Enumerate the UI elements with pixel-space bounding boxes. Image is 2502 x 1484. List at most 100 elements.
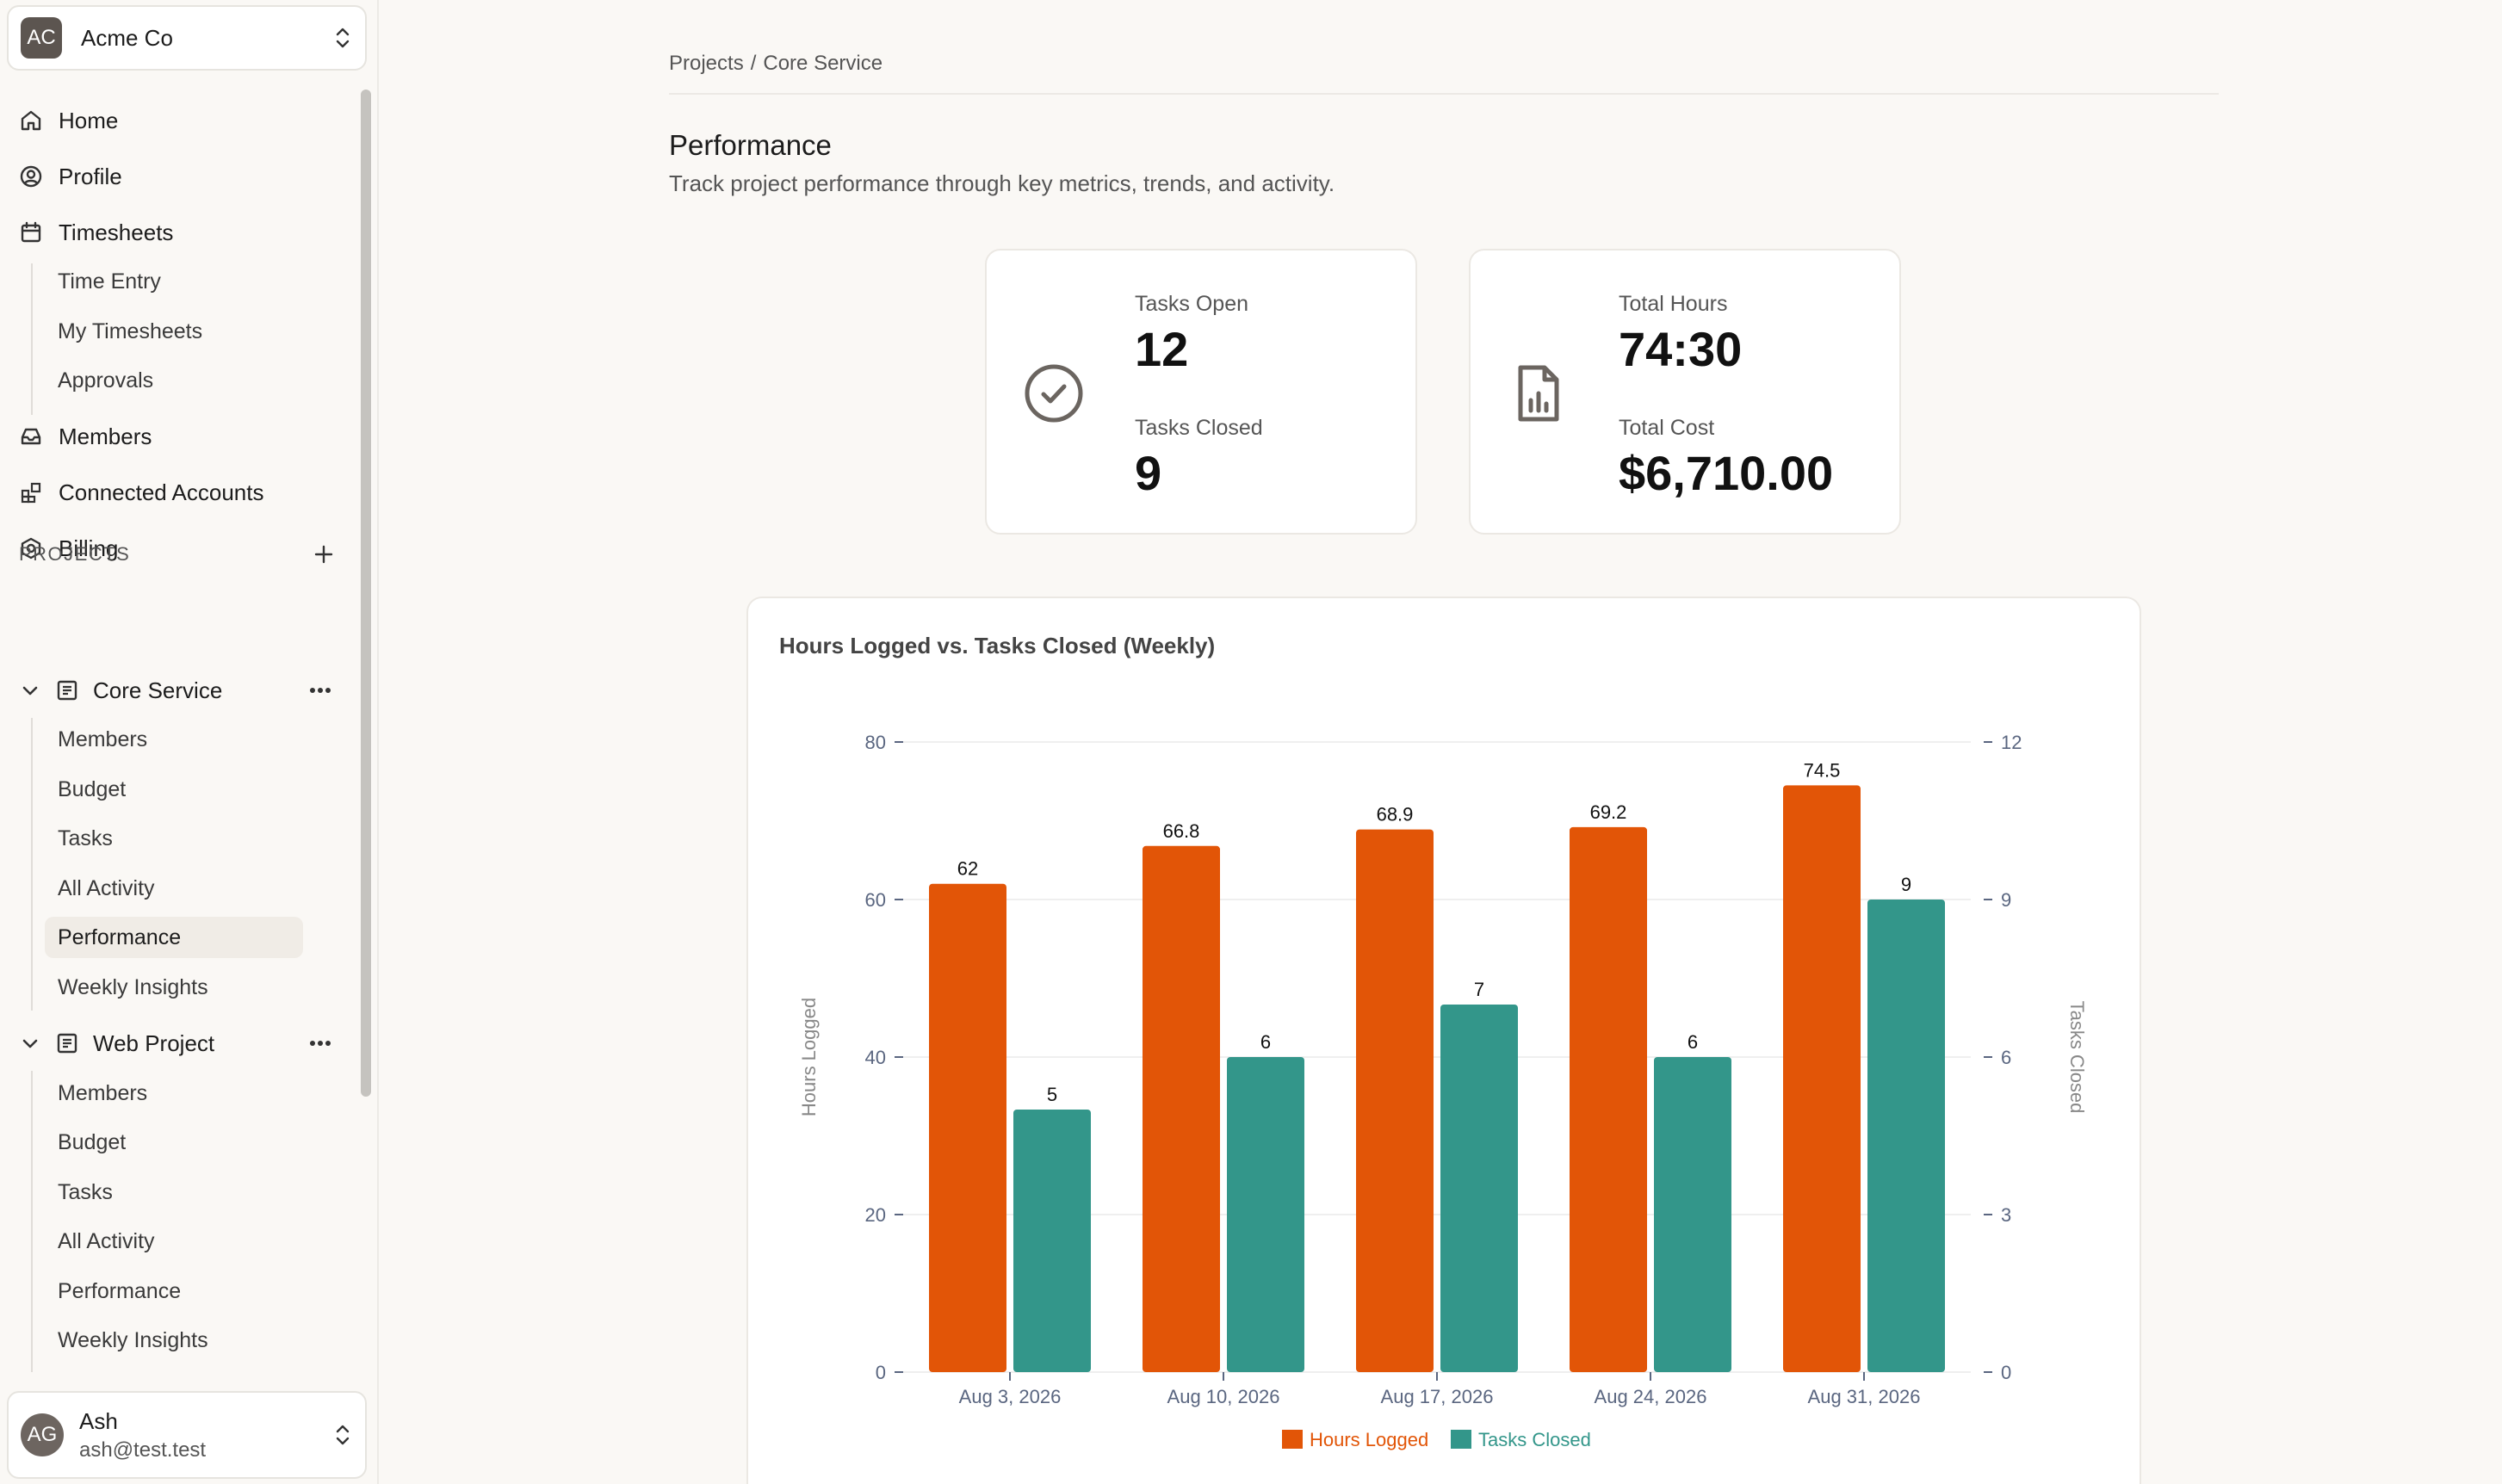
x-tick-label: Aug 24, 2026	[1595, 1386, 1707, 1407]
x-tick-label: Aug 31, 2026	[1808, 1386, 1921, 1407]
sidebar-item-label: Billing	[59, 535, 119, 561]
breadcrumb: Projects / Core Service	[669, 52, 883, 76]
total-hours-value: 74:30	[1619, 322, 1743, 376]
calendar-icon	[17, 219, 45, 246]
x-tick-label: Aug 3, 2026	[959, 1386, 1062, 1407]
sidebar-item-my-timesheets[interactable]: My Timesheets	[58, 318, 203, 343]
tree-guide-line	[31, 718, 33, 1011]
data-label-tasks: 5	[1047, 1084, 1057, 1105]
plus-icon	[314, 545, 333, 564]
bar-tasks-closed	[1867, 900, 1945, 1372]
legend-swatch-hours	[1282, 1430, 1303, 1449]
data-label-hours: 68.9	[1377, 804, 1414, 825]
sidebar-item-members[interactable]: Members	[58, 727, 148, 751]
y2-tick-label: 0	[2001, 1362, 2011, 1383]
y2-tick-label: 9	[2001, 889, 2011, 911]
sidebar-item-all-activity[interactable]: All Activity	[58, 875, 155, 900]
data-label-hours: 74.5	[1804, 759, 1841, 781]
sidebar-item-timesheets[interactable]: Timesheets	[17, 212, 173, 253]
divider	[669, 93, 2219, 95]
sidebar-item-weekly-insights[interactable]: Weekly Insights	[58, 974, 208, 999]
chart-title: Hours Logged vs. Tasks Closed (Weekly)	[779, 633, 1216, 659]
home-icon	[17, 107, 45, 134]
sidebar-scrollbar[interactable]	[358, 83, 372, 1374]
sidebar-item-members[interactable]: Members	[58, 1080, 148, 1105]
bar-tasks-closed	[1440, 1005, 1518, 1372]
breadcrumb-current: Core Service	[763, 52, 883, 75]
bar-hours-logged	[1783, 785, 1861, 1372]
sidebar-item-budget[interactable]: Budget	[58, 1129, 127, 1154]
legend-swatch-tasks	[1451, 1430, 1471, 1449]
org-switcher[interactable]: AC Acme Co	[7, 5, 367, 71]
y-tick-label: 0	[876, 1362, 886, 1383]
chevron-down-icon[interactable]	[17, 677, 43, 703]
sidebar-item-profile[interactable]: Profile	[17, 156, 122, 197]
sidebar-item-all-activity[interactable]: All Activity	[58, 1228, 155, 1253]
sidebar-item-billing[interactable]: Billing	[17, 528, 118, 569]
sidebar: AC Acme Co Home Profile Timesheets Time …	[0, 0, 379, 1484]
hours-tasks-chart: 0 20 40 60 80 0 3 6 9 12 Hours Logged Tasks Closed 6…	[798, 732, 2088, 1450]
hexagon-gear-icon	[17, 535, 45, 562]
user-info: Ash ash@test.test	[79, 1408, 332, 1462]
user-circle-icon	[17, 163, 45, 190]
chevron-up-down-icon	[332, 1422, 353, 1448]
apps-icon	[17, 479, 45, 506]
scrollbar-thumb[interactable]	[361, 90, 371, 1097]
chevron-down-icon[interactable]	[17, 1030, 43, 1056]
y-tick-label: 60	[865, 889, 886, 911]
inbox-icon	[17, 423, 45, 450]
y2-tick-label: 6	[2001, 1047, 2011, 1068]
report-chart-icon	[1507, 362, 1569, 424]
document-icon	[53, 677, 81, 704]
y-axis-label: Hours Logged	[798, 998, 820, 1116]
data-label-hours: 69.2	[1590, 801, 1627, 823]
sidebar-item-tasks[interactable]: Tasks	[58, 1179, 113, 1204]
data-label-hours: 62	[957, 858, 978, 880]
sidebar-item-label: Profile	[59, 163, 122, 189]
sidebar-item-tasks[interactable]: Tasks	[58, 825, 113, 850]
breadcrumb-separator: /	[750, 52, 757, 75]
projects-header: PROJECTS	[19, 537, 338, 572]
tree-guide-line	[31, 263, 33, 415]
legend-label-tasks: Tasks Closed	[1478, 1429, 1591, 1450]
sidebar-nav: Home Profile Timesheets Time Entry My Ti…	[0, 83, 353, 1374]
sidebar-item-time-entry[interactable]: Time Entry	[58, 269, 161, 294]
data-label-tasks: 6	[1260, 1031, 1271, 1053]
sidebar-item-approvals[interactable]: Approvals	[58, 368, 154, 393]
more-options-icon[interactable]	[305, 1030, 336, 1056]
sidebar-item-home[interactable]: Home	[17, 100, 118, 141]
data-label-hours: 66.8	[1163, 820, 1200, 842]
user-email: ash@test.test	[79, 1438, 207, 1462]
sidebar-item-performance[interactable]: Performance	[45, 917, 303, 958]
x-tick-label: Aug 10, 2026	[1167, 1386, 1280, 1407]
bar-hours-logged	[1570, 826, 1647, 1372]
project-name: Core Service	[93, 677, 223, 703]
tasks-stat-card: Tasks Open 12 Tasks Closed 9	[985, 249, 1417, 535]
y-tick-label: 20	[865, 1204, 886, 1226]
bar-hours-logged	[1356, 829, 1434, 1372]
projects-label: PROJECTS	[19, 543, 131, 565]
page-title: Performance	[669, 129, 832, 161]
user-menu[interactable]: AG Ash ash@test.test	[7, 1391, 367, 1479]
y-tick-label: 40	[865, 1047, 886, 1068]
project-name: Web Project	[93, 1030, 215, 1056]
sidebar-item-label: Timesheets	[59, 219, 174, 245]
more-options-icon[interactable]	[305, 677, 336, 703]
sidebar-item-performance[interactable]: Performance	[58, 1278, 182, 1303]
project-core-service[interactable]: Core Service	[17, 670, 336, 711]
y2-tick-label: 12	[2001, 732, 2022, 753]
tasks-open-label: Tasks Open	[1135, 292, 1249, 316]
project-web-project[interactable]: Web Project	[17, 1023, 336, 1064]
sidebar-item-connected-accounts[interactable]: Connected Accounts	[17, 472, 264, 513]
sidebar-item-weekly-insights[interactable]: Weekly Insights	[58, 1327, 208, 1352]
page-subtitle: Track project performance through key me…	[669, 170, 1335, 196]
sidebar-item-budget[interactable]: Budget	[58, 776, 127, 801]
bar-tasks-closed	[1227, 1057, 1304, 1372]
avatar: AG	[21, 1413, 64, 1456]
tree-guide-line	[31, 1071, 33, 1372]
hours-cost-stat-card: Total Hours 74:30 Total Cost $6,710.00	[1469, 249, 1901, 535]
x-tick-label: Aug 17, 2026	[1381, 1386, 1494, 1407]
breadcrumb-root-link[interactable]: Projects	[669, 52, 744, 75]
add-project-button[interactable]	[310, 541, 338, 568]
sidebar-item-members[interactable]: Members	[17, 416, 152, 457]
